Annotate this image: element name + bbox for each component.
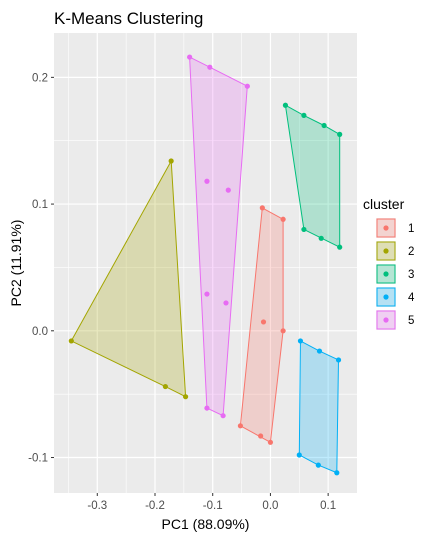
data-point-cluster-1 (280, 328, 286, 334)
data-point-cluster-3 (337, 131, 343, 137)
data-point-cluster-4 (335, 357, 342, 363)
data-point-cluster-3 (301, 112, 307, 118)
x-tick-label: -0.2 (145, 500, 165, 512)
data-point-cluster-1 (280, 216, 286, 222)
data-point-cluster-2 (162, 383, 168, 390)
cluster-hulls (70, 56, 341, 474)
data-points (68, 54, 343, 476)
data-point-cluster-2 (68, 338, 74, 344)
data-point-cluster-4 (296, 452, 302, 458)
y-tick-label: -0.1 (28, 453, 48, 465)
y-axis-label: PC2 (11.91%) (8, 220, 24, 307)
data-point-cluster-2 (182, 394, 189, 400)
data-point-cluster-3 (337, 244, 343, 250)
y-tick-label: 0.1 (32, 199, 48, 211)
data-point-cluster-2 (168, 158, 174, 164)
data-point-cluster-4 (315, 462, 321, 468)
chart-title: K-Means Clustering (54, 9, 203, 28)
y-tick-label: 0.0 (32, 326, 48, 338)
x-axis-ticks: -0.3 -0.2 -0.1 0.0 0.1 (87, 493, 336, 512)
data-point-cluster-5 (220, 413, 226, 419)
x-axis-label: PC1 (88.09%) (162, 516, 250, 532)
legend-marker-2 (383, 248, 389, 254)
y-tick-label: 0.2 (32, 72, 48, 84)
data-point-cluster-4 (334, 470, 340, 476)
plot-panel (54, 33, 357, 493)
data-point-cluster-5 (204, 405, 210, 411)
legend-marker-4 (383, 294, 389, 300)
data-point-cluster-3 (318, 235, 324, 241)
data-point-cluster-3 (282, 102, 289, 108)
data-point-cluster-1 (237, 423, 244, 429)
legend-label-3: 3 (408, 269, 414, 281)
minor-gridlines (54, 33, 357, 493)
legend-marker-3 (383, 271, 389, 277)
legend-label-1: 1 (408, 223, 414, 235)
x-tick-label: 0.0 (262, 500, 278, 512)
cluster-hull-1 (239, 207, 284, 444)
data-point-cluster-3 (321, 122, 327, 129)
legend-label-5: 5 (408, 315, 414, 327)
data-point-cluster-5 (223, 300, 229, 306)
data-point-cluster-1 (259, 205, 265, 211)
data-point-cluster-4 (297, 338, 304, 344)
cluster-hull-5 (189, 56, 248, 417)
legend-marker-5 (383, 317, 389, 323)
legend-title: cluster (363, 196, 405, 212)
x-tick-label: -0.3 (87, 500, 107, 512)
legend-label-2: 2 (408, 246, 414, 258)
data-point-cluster-1 (260, 319, 267, 325)
major-gridlines (54, 33, 357, 493)
data-point-cluster-5 (244, 83, 250, 89)
legend-label-4: 4 (408, 292, 415, 304)
legend-marker-1 (383, 225, 389, 231)
data-point-cluster-1 (258, 433, 264, 439)
data-point-cluster-5 (225, 187, 231, 193)
data-point-cluster-5 (204, 291, 210, 297)
y-axis-ticks: -0.1 0.0 0.1 0.2 (28, 72, 54, 465)
data-point-cluster-5 (207, 64, 213, 70)
data-point-cluster-3 (301, 226, 307, 233)
legend: cluster 1 2 3 4 5 (363, 196, 415, 330)
x-tick-label: -0.1 (203, 500, 223, 512)
data-point-cluster-1 (267, 439, 274, 445)
x-tick-label: 0.1 (320, 500, 336, 512)
data-point-cluster-5 (187, 54, 193, 60)
data-point-cluster-4 (316, 348, 323, 354)
data-point-cluster-5 (204, 178, 210, 184)
cluster-hull-4 (298, 340, 340, 474)
